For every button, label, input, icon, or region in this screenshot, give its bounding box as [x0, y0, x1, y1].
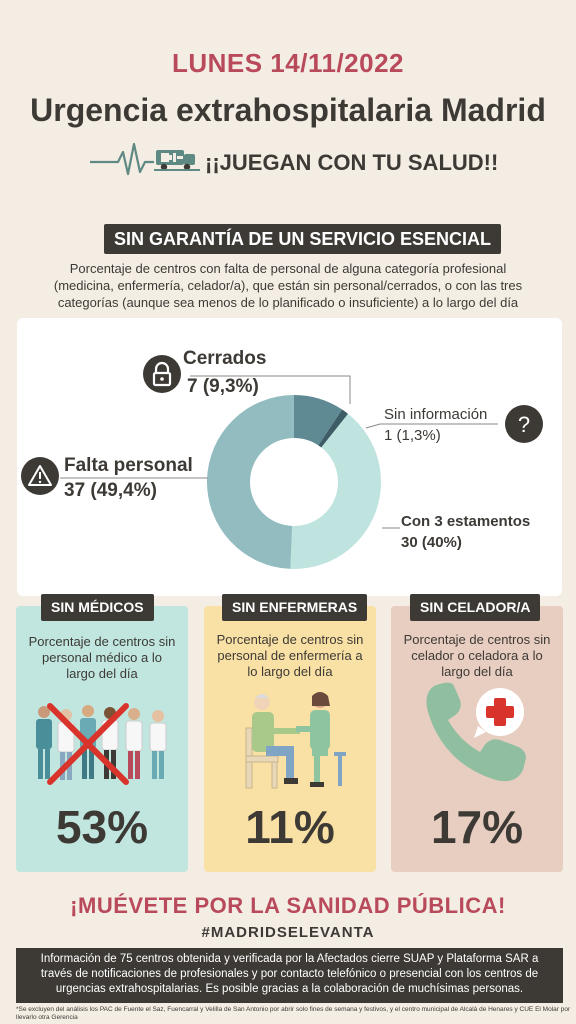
- svg-text:?: ?: [518, 412, 530, 437]
- slice-label-cerrados: Cerrados: [183, 348, 267, 369]
- slice-value-falta: 37 (49,4%): [64, 480, 157, 501]
- leader-line-sin-info: [365, 423, 498, 429]
- ambulance-pulse-icon: [90, 142, 200, 176]
- question-icon: ?: [505, 405, 543, 443]
- info-box: Información de 75 centros obtenida y ver…: [16, 948, 563, 1003]
- hashtag: #MADRIDSELEVANTA: [201, 924, 375, 941]
- nurse-patient-icon: [245, 692, 346, 789]
- card-enfermeras: [204, 606, 376, 872]
- date-heading: LUNES 14/11/2022: [171, 48, 405, 78]
- section-description: Porcentaje de centros con falta de perso…: [53, 261, 523, 310]
- card-percent-medicos: 53%: [55, 801, 149, 853]
- card-desc-enfermeras: Porcentaje de centros sin personal de en…: [216, 632, 364, 679]
- donut-slice-cerrados: [294, 395, 343, 446]
- slice-label-con3: Con 3 estamentos: [401, 513, 531, 530]
- card-tag-enfermeras: SIN ENFERMERAS: [222, 594, 368, 621]
- phone-medical-icon: [426, 682, 526, 782]
- call-to-action: ¡MUÉVETE POR LA SANIDAD PÚBLICA!: [70, 893, 506, 918]
- card-percent-celador: 17%: [430, 801, 524, 853]
- slice-label-sin-info: Sin información: [384, 406, 488, 423]
- card-percent-enfermeras: 11%: [245, 801, 335, 853]
- footnote: *Se excluyen del análisis los PAC de Fue…: [16, 1006, 571, 1021]
- donut-slice-falta-personal: [206, 395, 294, 569]
- leader-line-cerrados: [190, 375, 351, 404]
- warning-icon: [21, 457, 59, 495]
- slice-value-con3: 30 (40%): [401, 534, 462, 551]
- lock-icon: [143, 355, 181, 393]
- card-desc-celador: Porcentaje de centros sin celador o cela…: [403, 632, 551, 679]
- card-celador: [391, 606, 563, 872]
- section-tag: SIN GARANTÍA DE UN SERVICIO ESENCIAL: [104, 224, 502, 254]
- card-desc-medicos: Porcentaje de centros sin personal médic…: [28, 634, 176, 681]
- card-tag-medicos: SIN MÉDICOS: [41, 594, 154, 621]
- slice-label-falta: Falta personal: [64, 455, 193, 476]
- donut-slice-sin-informaci-n: [318, 409, 349, 448]
- slice-value-cerrados: 7 (9,3%): [187, 376, 259, 397]
- card-tag-celador: SIN CELADOR/A: [410, 594, 541, 621]
- slogan: ¡¡JUEGAN CON TU SALUD!!: [205, 150, 499, 175]
- doctors-crossed-icon: [36, 703, 167, 785]
- page-title: Urgencia extrahospitalaria Madrid: [30, 92, 546, 128]
- slice-value-sin-info: 1 (1,3%): [384, 427, 441, 444]
- donut-slice-con-3-estamentos: [290, 413, 382, 570]
- donut-chart: [60, 375, 498, 570]
